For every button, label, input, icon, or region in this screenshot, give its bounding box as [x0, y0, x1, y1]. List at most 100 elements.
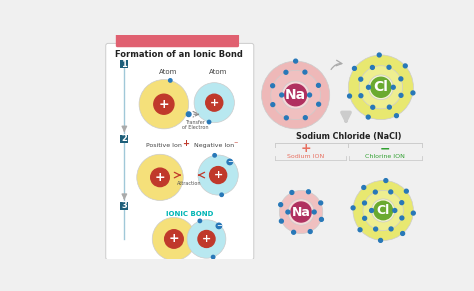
- Text: +: +: [155, 171, 165, 184]
- Circle shape: [371, 105, 374, 109]
- Circle shape: [210, 166, 227, 184]
- Circle shape: [151, 168, 169, 187]
- Text: Positive Ion: Positive Ion: [146, 143, 182, 148]
- Text: Atom: Atom: [209, 69, 228, 75]
- Circle shape: [280, 93, 283, 97]
- Circle shape: [206, 94, 223, 111]
- Text: +: +: [213, 170, 223, 180]
- Circle shape: [374, 190, 377, 194]
- Circle shape: [288, 199, 314, 225]
- Circle shape: [279, 191, 323, 234]
- Circle shape: [389, 190, 392, 194]
- FancyBboxPatch shape: [116, 33, 239, 47]
- Circle shape: [139, 79, 189, 129]
- Circle shape: [290, 191, 294, 194]
- Circle shape: [368, 75, 393, 100]
- Circle shape: [227, 159, 232, 165]
- Circle shape: [308, 230, 312, 233]
- Circle shape: [280, 219, 283, 223]
- Circle shape: [198, 219, 201, 223]
- Circle shape: [317, 102, 320, 106]
- FancyBboxPatch shape: [106, 43, 254, 260]
- Circle shape: [187, 220, 226, 258]
- Circle shape: [317, 84, 320, 87]
- Circle shape: [374, 227, 378, 231]
- Text: +: +: [301, 142, 311, 155]
- Circle shape: [207, 120, 211, 124]
- Circle shape: [285, 84, 307, 106]
- Circle shape: [353, 66, 356, 70]
- Circle shape: [220, 193, 223, 196]
- Text: 2: 2: [121, 134, 128, 143]
- Circle shape: [400, 201, 404, 205]
- Text: +: +: [182, 139, 189, 148]
- Circle shape: [351, 206, 355, 210]
- Text: Na: Na: [292, 205, 310, 219]
- Circle shape: [371, 77, 391, 97]
- Text: Cl: Cl: [376, 204, 390, 217]
- Circle shape: [399, 77, 403, 81]
- Text: Cl: Cl: [374, 80, 388, 94]
- Circle shape: [363, 191, 403, 230]
- Circle shape: [303, 116, 307, 120]
- Circle shape: [152, 217, 196, 260]
- Text: Atom: Atom: [159, 69, 177, 75]
- Circle shape: [154, 94, 174, 114]
- Circle shape: [384, 179, 388, 182]
- FancyBboxPatch shape: [120, 60, 128, 68]
- Text: ⁻: ⁻: [234, 139, 238, 148]
- Circle shape: [389, 227, 393, 231]
- Text: Transfer
of Electron: Transfer of Electron: [182, 120, 208, 130]
- Circle shape: [387, 105, 392, 109]
- Text: +: +: [210, 98, 219, 108]
- FancyBboxPatch shape: [120, 135, 128, 143]
- Circle shape: [379, 238, 383, 242]
- Circle shape: [363, 217, 366, 220]
- Circle shape: [392, 85, 395, 89]
- Circle shape: [198, 155, 238, 195]
- Circle shape: [387, 65, 391, 69]
- Text: +: +: [169, 233, 179, 246]
- Circle shape: [303, 70, 307, 74]
- Circle shape: [362, 186, 366, 189]
- Circle shape: [347, 94, 352, 98]
- Circle shape: [411, 91, 415, 95]
- Circle shape: [319, 201, 323, 205]
- Circle shape: [137, 154, 183, 200]
- Circle shape: [377, 53, 381, 57]
- Text: Negative Ion: Negative Ion: [194, 143, 234, 148]
- Circle shape: [271, 84, 274, 88]
- Circle shape: [363, 201, 366, 205]
- Circle shape: [291, 202, 311, 222]
- Circle shape: [370, 209, 374, 212]
- Circle shape: [371, 65, 374, 69]
- Circle shape: [282, 81, 310, 109]
- Circle shape: [403, 64, 407, 68]
- Text: Chlorine ION: Chlorine ION: [365, 154, 405, 159]
- Text: −: −: [380, 142, 390, 155]
- Text: Na: Na: [285, 88, 306, 102]
- Circle shape: [359, 77, 363, 81]
- Text: 1: 1: [121, 60, 128, 69]
- Text: Formation of an Ionic Bond: Formation of an Ionic Bond: [116, 50, 243, 59]
- Circle shape: [348, 55, 413, 120]
- Circle shape: [374, 201, 392, 220]
- Circle shape: [319, 217, 323, 221]
- Circle shape: [284, 116, 288, 120]
- Circle shape: [198, 230, 215, 247]
- Circle shape: [286, 210, 290, 214]
- Circle shape: [401, 232, 405, 235]
- Circle shape: [216, 223, 222, 228]
- Text: 3: 3: [121, 201, 127, 210]
- Circle shape: [372, 199, 395, 222]
- Text: Sodium ION: Sodium ION: [287, 154, 324, 159]
- Circle shape: [358, 228, 362, 232]
- Circle shape: [271, 70, 320, 120]
- Text: −: −: [227, 159, 233, 165]
- Circle shape: [399, 93, 403, 97]
- Text: Sodium Chloride (NaCl): Sodium Chloride (NaCl): [296, 132, 402, 141]
- Circle shape: [284, 70, 288, 74]
- Circle shape: [366, 115, 370, 119]
- Text: IONIC BOND: IONIC BOND: [166, 211, 213, 217]
- Text: +: +: [202, 234, 211, 244]
